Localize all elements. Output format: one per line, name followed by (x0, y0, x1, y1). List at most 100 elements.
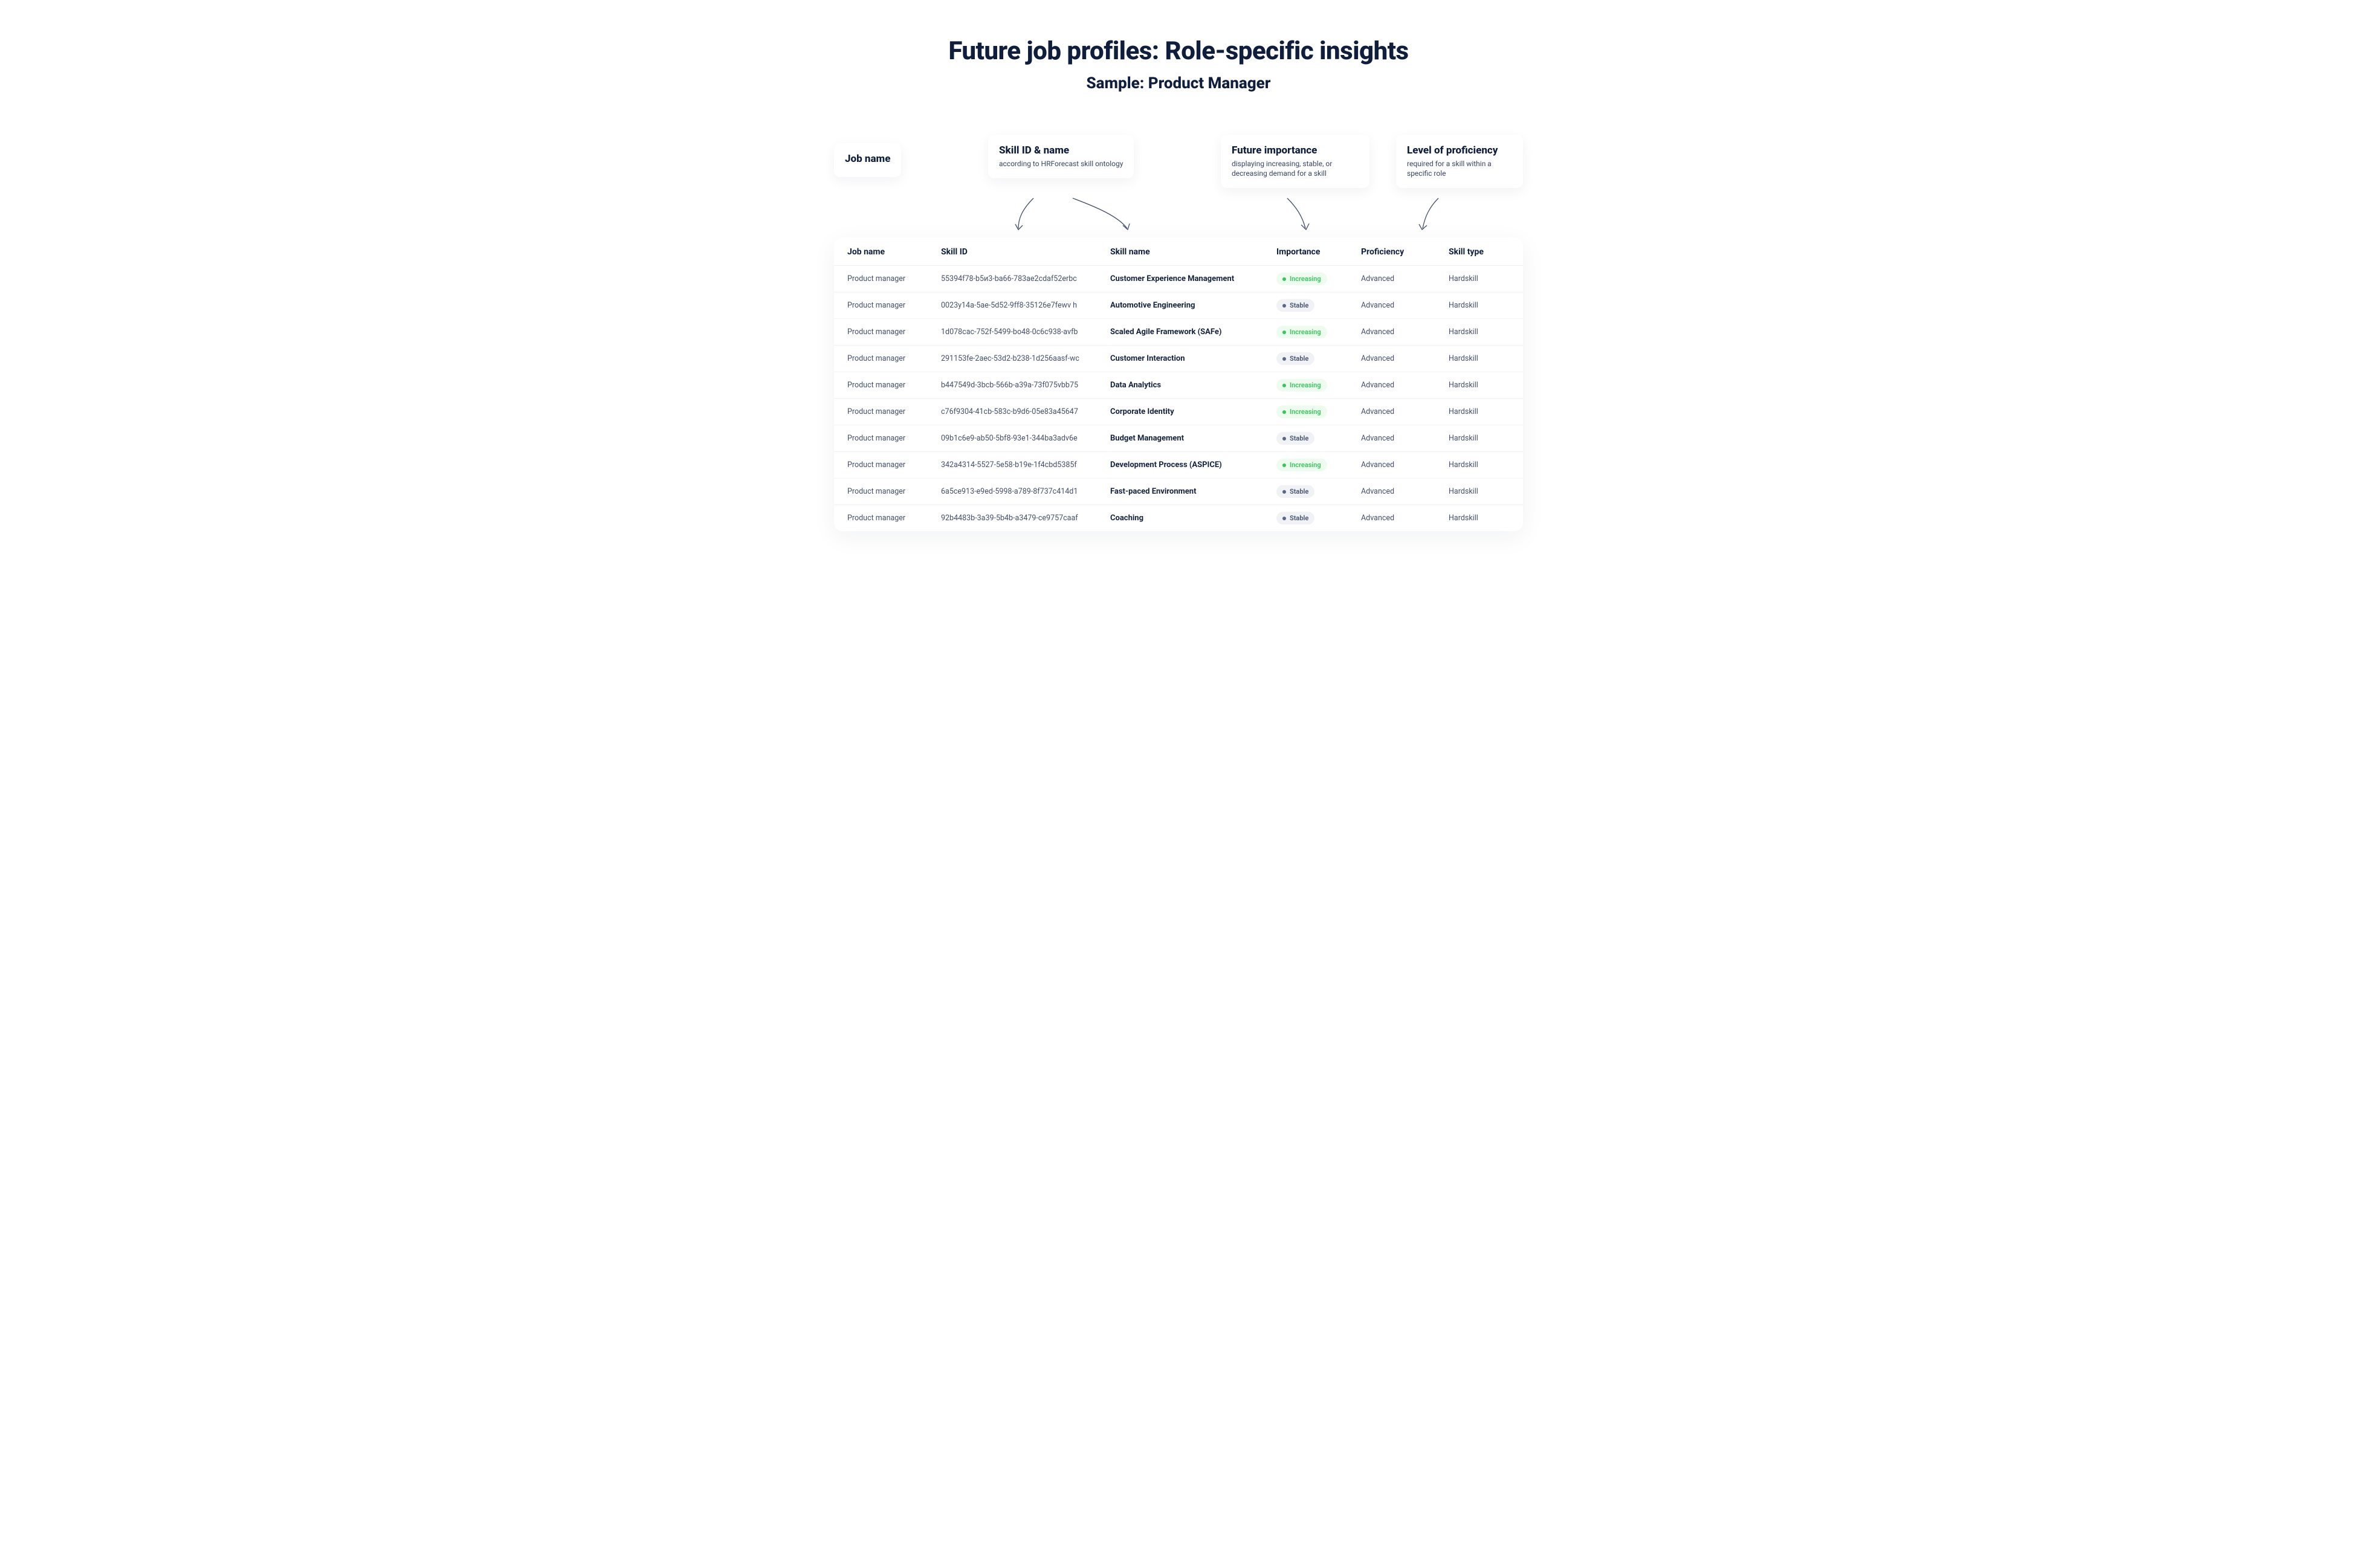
importance-badge: Increasing (1276, 326, 1327, 338)
cell-importance: Stable (1269, 292, 1354, 319)
cell-proficiency: Advanced (1354, 346, 1441, 372)
page-root: Future job profiles: Role-specific insig… (771, 0, 1586, 579)
table-header: Job name Skill ID Skill name Importance … (834, 237, 1523, 266)
table-row: Product manager342a4314-5527-5e58-b19e-1… (834, 452, 1523, 479)
importance-label: Increasing (1290, 461, 1321, 469)
cell-skillid: c76f9304-41cb-583c-b9d6-05e83a45647 (934, 399, 1103, 425)
dot-icon (1282, 357, 1286, 361)
cell-proficiency: Advanced (1354, 505, 1441, 532)
table-row: Product managerc76f9304-41cb-583c-b9d6-0… (834, 399, 1523, 425)
table-row: Product manager0023y14a-5ae-5d52-9ff8-35… (834, 292, 1523, 319)
importance-badge: Increasing (1276, 459, 1327, 471)
col-proficiency: Proficiency (1354, 237, 1441, 266)
cell-jobname: Product manager (834, 266, 934, 292)
dot-icon (1282, 490, 1286, 494)
importance-badge: Stable (1276, 432, 1314, 445)
cell-skillname: Automotive Engineering (1103, 292, 1269, 319)
cell-proficiency: Advanced (1354, 319, 1441, 346)
cell-skillname: Coaching (1103, 505, 1269, 532)
importance-label: Stable (1290, 355, 1308, 363)
table-row: Product manager1d078cac-752f-5499-bo48-0… (834, 319, 1523, 346)
cell-jobname: Product manager (834, 372, 934, 399)
skills-table: Job name Skill ID Skill name Importance … (834, 237, 1523, 531)
callout-subtitle: required for a skill within a specific r… (1407, 159, 1512, 178)
cell-importance: Stable (1269, 479, 1354, 505)
table-row: Product manager92b4483b-3a39-5b4b-a3479-… (834, 505, 1523, 532)
cell-skillid: 1d078cac-752f-5499-bo48-0c6c938-avfb (934, 319, 1103, 346)
importance-badge: Stable (1276, 299, 1314, 312)
table-row: Product manager291153fe-2aec-53d2-b238-1… (834, 346, 1523, 372)
cell-jobname: Product manager (834, 399, 934, 425)
col-skilltype: Skill type (1441, 237, 1523, 266)
importance-label: Increasing (1290, 328, 1321, 336)
importance-label: Increasing (1290, 275, 1321, 283)
dot-icon (1282, 331, 1286, 334)
cell-skillname: Data Analytics (1103, 372, 1269, 399)
cell-skilltype: Hardskill (1441, 505, 1523, 532)
dot-icon (1282, 277, 1286, 281)
cell-skillname: Scaled Agile Framework (SAFe) (1103, 319, 1269, 346)
cell-skillid: 92b4483b-3a39-5b4b-a3479-ce9757caaf (934, 505, 1103, 532)
importance-badge: Stable (1276, 485, 1314, 498)
cell-proficiency: Advanced (1354, 292, 1441, 319)
cell-jobname: Product manager (834, 505, 934, 532)
cell-skillname: Customer Experience Management (1103, 266, 1269, 292)
importance-label: Stable (1290, 434, 1308, 442)
callout-subtitle: according to HRForecast skill ontology (999, 159, 1123, 169)
cell-skillname: Customer Interaction (1103, 346, 1269, 372)
importance-badge: Increasing (1276, 273, 1327, 285)
arrow-icon (1070, 195, 1142, 237)
cell-skilltype: Hardskill (1441, 425, 1523, 452)
importance-badge: Increasing (1276, 379, 1327, 392)
callout-title: Skill ID & name (999, 144, 1123, 156)
cell-skilltype: Hardskill (1441, 292, 1523, 319)
cell-jobname: Product manager (834, 319, 934, 346)
callout-subtitle: displaying increasing, stable, or decrea… (1232, 159, 1359, 178)
callout-row: Job name Skill ID & name according to HR… (834, 135, 1523, 201)
arrow-icon (1009, 195, 1046, 237)
cell-skillid: b447549d-3bcb-566b-a39a-73f075vbb75 (934, 372, 1103, 399)
importance-label: Stable (1290, 488, 1308, 495)
cell-skillid: 09b1c6e9-ab50-5bf8-93e1-344ba3adv6e (934, 425, 1103, 452)
cell-skillname: Development Process (ASPICE) (1103, 452, 1269, 479)
cell-proficiency: Advanced (1354, 372, 1441, 399)
callout-skillid: Skill ID & name according to HRForecast … (988, 135, 1134, 178)
arrow-icon (1414, 195, 1450, 237)
cell-skilltype: Hardskill (1441, 399, 1523, 425)
col-skillname: Skill name (1103, 237, 1269, 266)
cell-jobname: Product manager (834, 346, 934, 372)
cell-skilltype: Hardskill (1441, 319, 1523, 346)
cell-jobname: Product manager (834, 425, 934, 452)
cell-jobname: Product manager (834, 452, 934, 479)
cell-jobname: Product manager (834, 292, 934, 319)
page-title: Future job profiles: Role-specific insig… (771, 36, 1586, 66)
importance-label: Increasing (1290, 408, 1321, 416)
importance-label: Stable (1290, 302, 1308, 309)
skills-table-container: Job name Skill ID Skill name Importance … (834, 237, 1523, 531)
cell-proficiency: Advanced (1354, 399, 1441, 425)
dot-icon (1282, 384, 1286, 387)
cell-importance: Stable (1269, 425, 1354, 452)
cell-importance: Stable (1269, 346, 1354, 372)
importance-badge: Increasing (1276, 405, 1327, 418)
importance-badge: Stable (1276, 512, 1314, 524)
cell-skilltype: Hardskill (1441, 452, 1523, 479)
cell-proficiency: Advanced (1354, 266, 1441, 292)
dot-icon (1282, 463, 1286, 467)
cell-importance: Increasing (1269, 399, 1354, 425)
dot-icon (1282, 304, 1286, 308)
callout-title: Future importance (1232, 144, 1359, 156)
cell-skilltype: Hardskill (1441, 346, 1523, 372)
cell-proficiency: Advanced (1354, 479, 1441, 505)
col-skillid: Skill ID (934, 237, 1103, 266)
cell-skillid: 55394f78-b5и3-ba66-783ae2cdaf52erbc (934, 266, 1103, 292)
cell-skilltype: Hardskill (1441, 266, 1523, 292)
cell-importance: Increasing (1269, 452, 1354, 479)
cell-skilltype: Hardskill (1441, 479, 1523, 505)
importance-label: Increasing (1290, 381, 1321, 389)
cell-skillid: 291153fe-2aec-53d2-b238-1d256aasf-wc (934, 346, 1103, 372)
cell-proficiency: Advanced (1354, 425, 1441, 452)
cell-skillid: 0023y14a-5ae-5d52-9ff8-35126e7fewv h (934, 292, 1103, 319)
page-subtitle: Sample: Product Manager (771, 74, 1586, 92)
cell-skillname: Budget Management (1103, 425, 1269, 452)
